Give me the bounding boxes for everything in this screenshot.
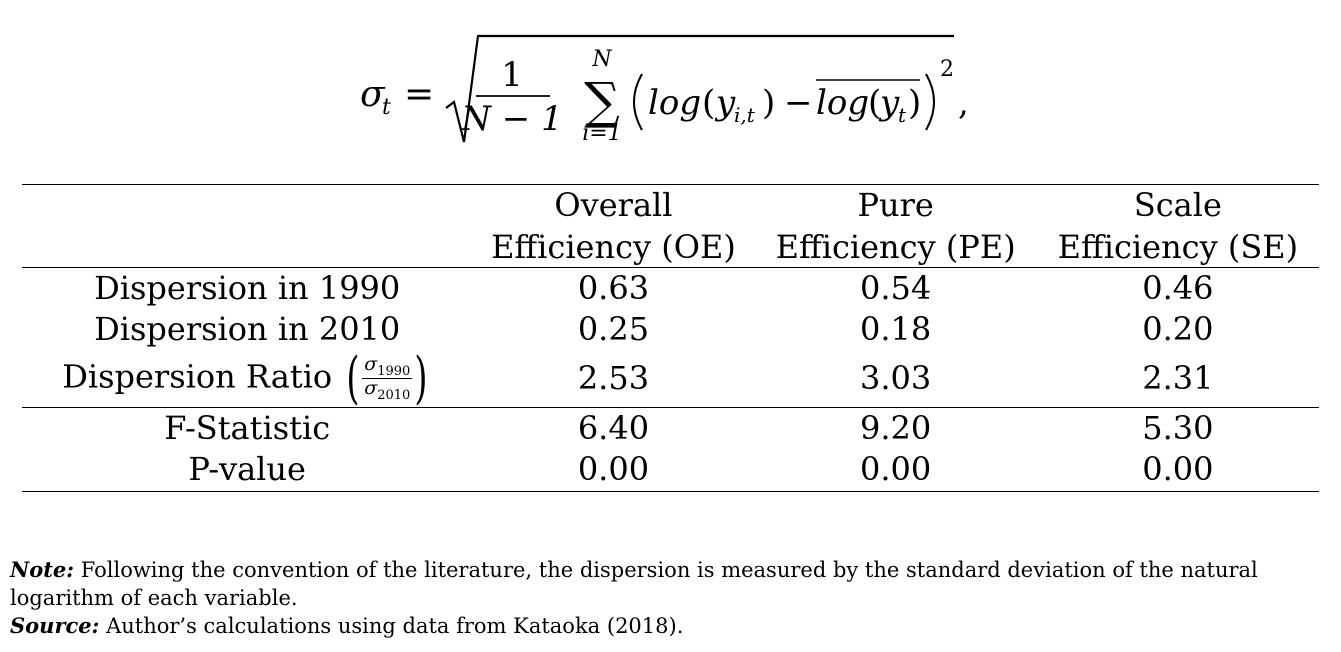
ratio-right-paren: ) <box>414 345 428 411</box>
source-paragraph: Source: Author’s calculations using data… <box>10 612 1335 640</box>
cell-oe: 6.40 <box>472 406 755 450</box>
table-row: P-value 0.00 0.00 0.00 <box>22 449 1319 492</box>
formula-trailing-comma: , <box>958 83 969 123</box>
fraction-denominator: N − 1 <box>460 99 563 139</box>
row-label: Dispersion in 2010 <box>94 310 401 349</box>
header-cell-pe-bottom: Efficiency (PE) <box>754 226 1037 268</box>
big-left-paren <box>633 73 643 131</box>
cell-se: 0.20 <box>1142 310 1214 349</box>
formula-lhs-sub: t <box>382 95 391 120</box>
header-cell-empty <box>22 183 473 227</box>
formula-equals: = <box>404 74 434 115</box>
row-label-ratio: Dispersion Ratio (σ1990 σ2010) <box>22 345 472 411</box>
source-text: Author’s calculations using data from Ka… <box>99 614 684 638</box>
sum-symbol: ∑ <box>584 72 620 130</box>
header-cell-se-bottom: Efficiency (SE) <box>1036 226 1319 268</box>
big-right-paren <box>925 73 935 131</box>
row-label: P-value <box>22 449 473 492</box>
bar-y: y <box>878 83 900 123</box>
cell-pe: 3.03 <box>860 358 932 397</box>
cell-oe: 0.00 <box>472 449 755 492</box>
row-label: F-Statistic <box>22 406 473 450</box>
cell-oe: 0.25 <box>577 310 650 349</box>
bar-log: log <box>816 83 869 123</box>
header-cell-se-top: Scale <box>1036 183 1319 227</box>
header-cell-oe-top: Overall <box>472 183 755 227</box>
table-row: Dispersion in 2010 0.25 0.18 0.20 <box>22 309 1319 351</box>
row-label: Dispersion Ratio <box>62 357 333 396</box>
row-label: Dispersion in 1990 <box>94 268 401 307</box>
dispersion-table: Overall Pure Scale Efficiency (OE) Effic… <box>22 183 1319 492</box>
ratio-numerator: σ1990 <box>362 352 413 380</box>
term-left-paren: ( <box>702 83 715 123</box>
ratio-fraction: σ1990 σ2010 <box>362 352 413 404</box>
note-text: Following the convention of the literatu… <box>10 558 1258 610</box>
formula-graphic: σ t = 1 N − 1 N ∑ i=1 log ( y i,t ) − lo… <box>360 34 969 146</box>
dispersion-formula: σ t = 1 N − 1 N ∑ i=1 log ( y i,t ) − lo… <box>360 24 980 164</box>
cell-se: 0.46 <box>1142 268 1214 307</box>
ratio-denominator: σ2010 <box>364 377 411 404</box>
note-paragraph: Note: Following the convention of the li… <box>10 556 1335 612</box>
cell-pe: 9.20 <box>754 406 1037 450</box>
table-row: Dispersion in 1990 0.63 0.54 0.46 <box>22 267 1319 309</box>
table-notes: Note: Following the convention of the li… <box>10 556 1335 640</box>
cell-se: 2.31 <box>1142 358 1214 397</box>
header-row-top: Overall Pure Scale <box>22 183 1319 227</box>
source-label: Source: <box>10 613 100 638</box>
bar-left-paren: ( <box>868 83 881 123</box>
cell-oe: 0.63 <box>577 268 650 307</box>
table-row: F-Statistic 6.40 9.20 5.30 <box>22 406 1319 450</box>
bar-y-sub: t <box>898 103 907 127</box>
header-cell-empty-bottom <box>22 226 473 268</box>
term-log: log <box>648 83 701 123</box>
header-row-bottom: Efficiency (OE) Efficiency (PE) Efficien… <box>22 226 1319 268</box>
results-table-container: Overall Pure Scale Efficiency (OE) Effic… <box>22 183 1319 492</box>
cell-pe: 0.00 <box>754 449 1037 492</box>
table-row: Dispersion Ratio (σ1990 σ2010) 2.53 3.03 … <box>22 345 1319 411</box>
cell-pe: 0.18 <box>860 310 932 349</box>
fraction-numerator: 1 <box>501 55 523 95</box>
term-y-sub: i,t <box>734 103 756 127</box>
sqrt-radical <box>445 34 954 143</box>
cell-pe: 0.54 <box>860 268 932 307</box>
term-right-paren: ) <box>762 83 775 123</box>
bar-right-paren: ) <box>908 83 921 123</box>
formula-exponent: 2 <box>940 57 954 82</box>
cell-se: 5.30 <box>1036 406 1319 450</box>
header-cell-oe-bottom: Efficiency (OE) <box>472 226 755 268</box>
cell-oe: 2.53 <box>577 358 650 397</box>
term-y: y <box>714 83 736 123</box>
sum-upper-limit: N <box>591 47 612 72</box>
header-cell-pe-top: Pure <box>754 183 1037 227</box>
formula-lhs: σ <box>360 74 386 115</box>
formula-minus: − <box>784 83 813 123</box>
note-label: Note: <box>10 557 75 582</box>
sum-lower-limit: i=1 <box>582 121 621 146</box>
ratio-left-paren: ( <box>346 345 360 411</box>
cell-se: 0.00 <box>1036 449 1319 492</box>
